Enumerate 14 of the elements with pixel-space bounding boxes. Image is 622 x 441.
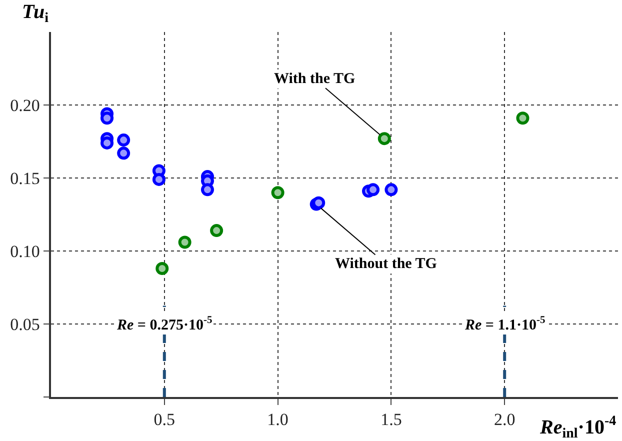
y-tick-label: 0.15 [10,168,40,188]
annotation: Without the TG [335,256,438,272]
y-tick-label: 0.20 [10,96,40,115]
y-tick-label: 0.05 [10,314,40,334]
x-tick-label: 2.0 [494,410,516,430]
y-axis-title: Tu$_{i}$ [22,1,49,26]
x-tick-label: 1.5 [380,410,402,430]
x-tick-label: 1.0 [267,410,288,430]
annotation: Re = 1.1·10$^{-5}$ [464,315,546,334]
y-tick-label: 0.10 [10,242,40,261]
x-tick-label: 0.5 [154,410,176,430]
annotation: Re = 0.275·10$^{-5}$ [116,315,212,334]
x-axis-title: Re$_{inl}$·10$^{-4}$ [539,414,616,441]
annotation: With the TG [274,71,356,87]
